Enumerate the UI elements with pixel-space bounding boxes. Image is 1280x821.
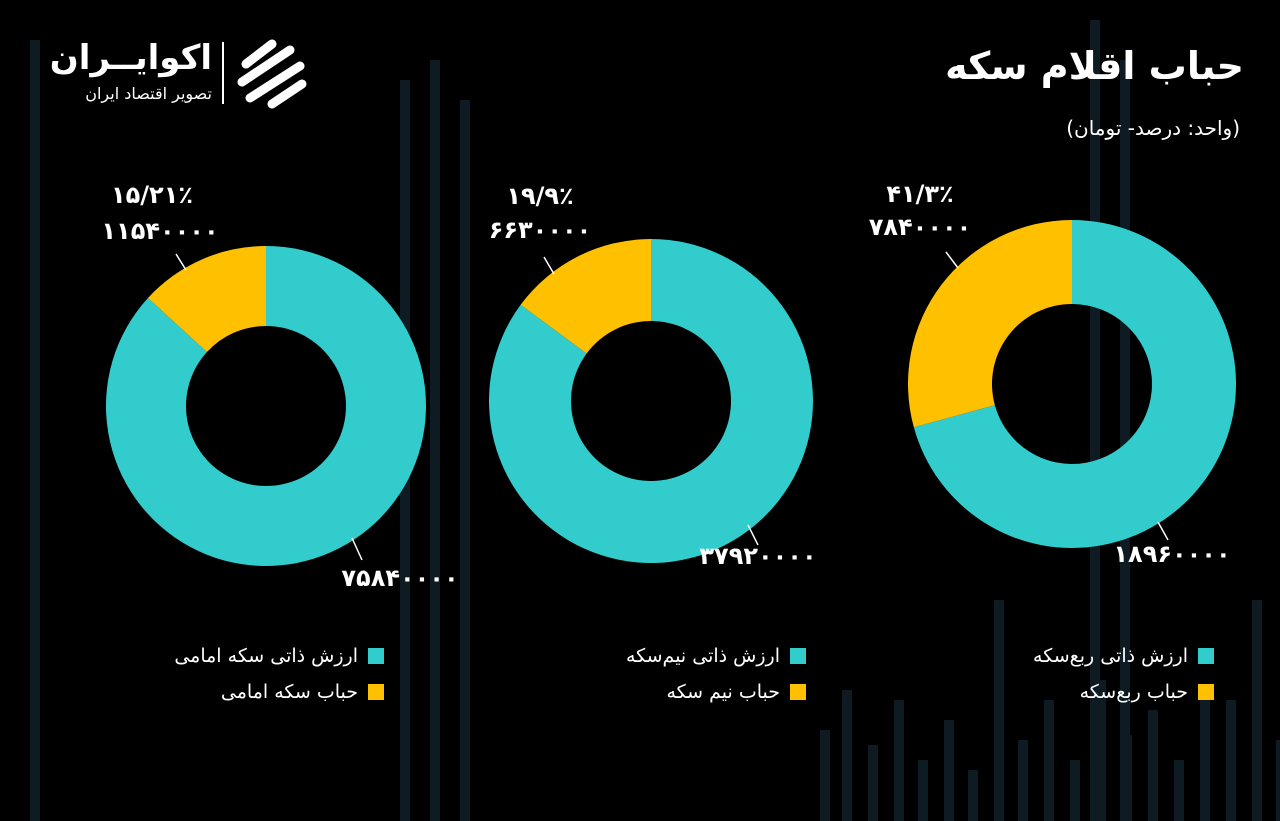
legend-item: ارزش ذاتی نیم‌سکه	[626, 644, 806, 668]
background-bar	[842, 690, 852, 821]
legend-item: حباب ربع‌سکه	[1033, 680, 1214, 704]
slice-intrinsic-value	[489, 239, 813, 563]
legend-swatch-intrinsic	[368, 648, 384, 664]
background-bar	[1200, 690, 1210, 821]
background-bar	[994, 600, 1004, 821]
slice-value-label: ۳۷۹۲۰۰۰۰	[699, 542, 816, 570]
background-bar	[968, 770, 978, 821]
background-bar	[1120, 60, 1130, 821]
leader-line	[747, 524, 759, 546]
slice-bubble	[147, 246, 266, 352]
background-bar	[1252, 600, 1262, 821]
leader-line	[175, 253, 187, 271]
slice-value-label: ۶۶۳۰۰۰۰	[489, 216, 592, 244]
background-bar	[1018, 740, 1028, 821]
legend-item: حباب سکه امامی	[174, 680, 384, 704]
slice-value-label: ۷۵۸۴۰۰۰۰	[341, 564, 458, 592]
legend-label: ارزش ذاتی نیم‌سکه	[625, 645, 780, 667]
page-subtitle: (واحد: درصد- تومان)	[1066, 116, 1240, 140]
legend-quarter-coin: ارزش ذاتی ربع‌سکه حباب ربع‌سکه	[1033, 644, 1214, 716]
donut-chart: ۷۵۸۴۰۰۰۰ ۱۱۵۴۰۰۰۰ ۱۵/۲۱٪	[101, 181, 458, 592]
legend-item: ارزش ذاتی ربع‌سکه	[1033, 644, 1214, 668]
brand-block: اکوایــران تصویر اقتصاد ایران	[50, 34, 320, 114]
legend-item: ارزش ذاتی سکه امامی	[174, 644, 384, 668]
legend-label: حباب نیم سکه	[666, 681, 781, 703]
legend-swatch-bubble	[368, 684, 384, 700]
slice-value-label: ۱۸۹۶۰۰۰۰	[1113, 540, 1230, 568]
slice-percent-label: ۱۹/۹٪	[506, 182, 573, 210]
slice-intrinsic-value	[106, 246, 426, 566]
legend-label: حباب ربع‌سکه	[1079, 681, 1188, 703]
slice-percent-label: ۴۱/۳٪	[886, 180, 953, 208]
donut-chart: ۱۸۹۶۰۰۰۰ ۷۸۴۰۰۰۰ ۴۱/۳٪	[869, 180, 1237, 568]
page-title: حباب اقلام سکه	[945, 44, 1244, 88]
background-bar	[430, 60, 440, 821]
legend-swatch-intrinsic	[1198, 648, 1214, 664]
ecoiran-logo-icon	[237, 39, 307, 109]
leader-line	[1157, 521, 1169, 541]
background-bar	[1148, 710, 1158, 821]
legend-emami-coin: ارزش ذاتی سکه امامی حباب سکه امامی	[174, 644, 384, 716]
legend-label: ارزش ذاتی ربع‌سکه	[1033, 645, 1188, 667]
background-bar	[868, 745, 878, 821]
slice-bubble	[520, 239, 651, 354]
legend-swatch-intrinsic	[790, 648, 806, 664]
slice-percent-label: ۱۵/۲۱٪	[111, 181, 193, 209]
background-bar	[30, 40, 40, 821]
brand-name: اکوایــران	[49, 38, 212, 78]
background-bar	[894, 700, 904, 821]
slice-intrinsic-value	[913, 220, 1237, 548]
legend-swatch-bubble	[1198, 684, 1214, 700]
background-bar	[1096, 680, 1106, 821]
legend-swatch-bubble	[790, 684, 806, 700]
leader-line	[351, 537, 363, 561]
background-bar	[820, 730, 830, 821]
background-bar	[1226, 700, 1236, 821]
background-bar	[1070, 760, 1080, 821]
slice-value-label: ۱۱۵۴۰۰۰۰	[101, 217, 218, 245]
brand-divider	[222, 42, 224, 104]
legend-label: حباب سکه امامی	[220, 681, 358, 703]
leader-line	[543, 256, 555, 275]
donut-chart: ۳۷۹۲۰۰۰۰ ۶۶۳۰۰۰۰ ۱۹/۹٪	[489, 182, 817, 570]
slice-value-label: ۷۸۴۰۰۰۰	[869, 213, 972, 241]
background-bar	[460, 100, 470, 821]
background-bar	[1276, 740, 1280, 821]
legend-label: ارزش ذاتی سکه امامی	[174, 645, 358, 667]
background-bar	[1090, 20, 1100, 821]
brand-tagline: تصویر اقتصاد ایران	[85, 84, 212, 103]
legend-item: حباب نیم سکه	[626, 680, 806, 704]
background-bar	[918, 760, 928, 821]
background-bar	[1174, 760, 1184, 821]
background-bar	[944, 720, 954, 821]
legend-half-coin: ارزش ذاتی نیم‌سکه حباب نیم سکه	[626, 644, 806, 716]
leader-line	[945, 251, 959, 269]
slice-bubble	[908, 220, 1072, 428]
background-bar	[1044, 700, 1054, 821]
